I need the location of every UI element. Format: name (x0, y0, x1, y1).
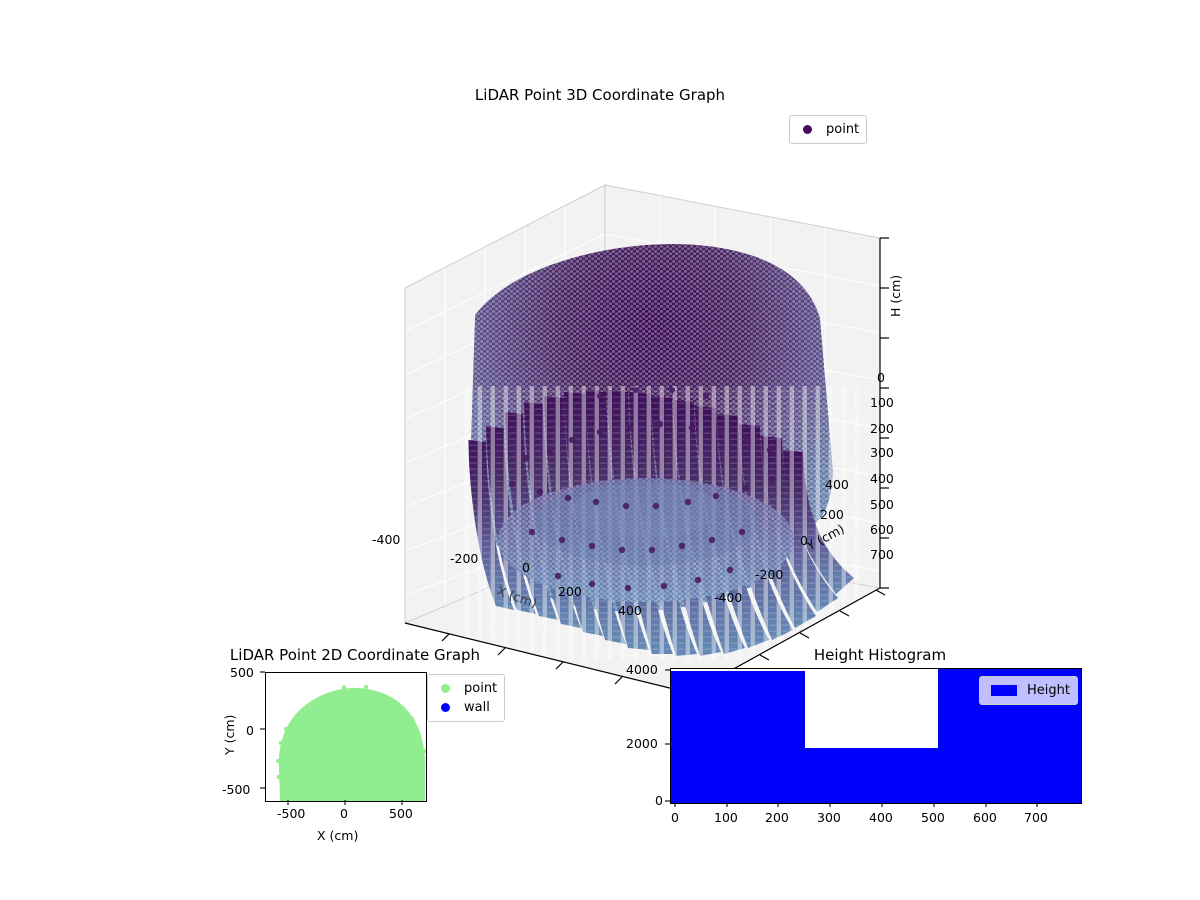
tick-2d-y--500: -500 (222, 782, 251, 797)
point-cloud-2d-edge-noise (276, 684, 426, 780)
axes-3d-ticks (441, 237, 889, 699)
tick-y-200: 200 (820, 507, 844, 522)
tick-hist-y-2000: 2000 (626, 736, 658, 751)
tick-x--200: -200 (450, 551, 479, 566)
axis-label-2d-x: X (cm) (317, 828, 359, 843)
tick-z-100: 100 (870, 395, 894, 410)
tick-hist-x-700: 700 (1024, 810, 1048, 825)
panel-hist-title: Height Histogram (813, 646, 947, 664)
legend-2d-wall-label: wall (464, 700, 490, 715)
tick-x-400: 400 (618, 603, 642, 618)
tick-z-0: 0 (877, 370, 885, 385)
legend-2d-row-wall: wall (435, 698, 497, 717)
plot-2d-canvas (276, 684, 426, 801)
tick-2d-x-500: 500 (389, 806, 413, 821)
point-cloud-3d (464, 244, 860, 661)
plot-height-histogram[interactable] (670, 668, 1082, 804)
legend-point-marker-icon (803, 125, 812, 134)
axis-label-2d-y: Y (cm) (222, 714, 237, 755)
tick-z-200: 200 (870, 421, 894, 436)
axis-label-z: H (cm) (888, 274, 903, 317)
legend-2d: point wall (427, 674, 506, 722)
legend-hist-row-height: Height (987, 681, 1070, 700)
legend-3d-point-label: point (826, 122, 860, 137)
tick-y--200: -200 (755, 567, 784, 582)
legend-point-dot-icon (441, 684, 450, 693)
tick-hist-x-100: 100 (714, 810, 738, 825)
tick-2d-y-500: 500 (230, 665, 254, 680)
tick-z-500: 500 (870, 497, 894, 512)
hist-bar-0 (671, 671, 805, 803)
plot-3d-canvas (404, 184, 889, 699)
legend-2d-point-label: point (464, 681, 498, 696)
tick-y--400: -400 (714, 590, 743, 605)
legend-3d-row-point: point (797, 120, 859, 139)
tick-hist-x-0: 0 (671, 810, 679, 825)
legend-hist-height-label: Height (1027, 683, 1070, 698)
tick-hist-y-4000: 4000 (626, 662, 658, 677)
point-cloud-speckles (508, 387, 776, 592)
tick-x-0: 0 (522, 560, 530, 575)
legend-height-swatch-icon (991, 685, 1017, 696)
tick-z-400: 400 (870, 471, 894, 486)
tick-z-700: 700 (870, 547, 894, 562)
legend-hist: Height (979, 676, 1078, 705)
tick-2d-x-0: 0 (340, 806, 348, 821)
tick-z-600: 600 (870, 522, 894, 537)
plot-2d-lidar-point-cloud[interactable] (265, 672, 427, 802)
tick-2d-x--500: -500 (277, 806, 306, 821)
point-cloud-2d-dome (278, 687, 426, 801)
legend-wall-dot-icon (441, 703, 450, 712)
panel-2d-title: LiDAR Point 2D Coordinate Graph (229, 646, 481, 664)
tick-hist-x-200: 200 (765, 810, 789, 825)
tick-x-200: 200 (558, 584, 582, 599)
tick-y-400: 400 (825, 477, 849, 492)
hist-bar-1 (805, 747, 938, 803)
panel-3d-title: LiDAR Point 3D Coordinate Graph (474, 86, 726, 104)
tick-hist-x-500: 500 (921, 810, 945, 825)
legend-3d: point (789, 115, 868, 144)
tick-hist-x-600: 600 (973, 810, 997, 825)
tick-2d-y-0: 0 (246, 723, 254, 738)
tick-hist-x-400: 400 (869, 810, 893, 825)
tick-hist-x-300: 300 (817, 810, 841, 825)
plot-3d-lidar-point-cloud[interactable]: 0 100 200 300 400 500 600 700 H (cm) -40… (300, 140, 920, 699)
tick-x--400: -400 (372, 532, 401, 547)
tick-hist-y-0: 0 (655, 793, 663, 808)
tick-y-0: 0 (800, 533, 808, 548)
legend-2d-row-point: point (435, 679, 497, 698)
tick-z-300: 300 (870, 445, 894, 460)
